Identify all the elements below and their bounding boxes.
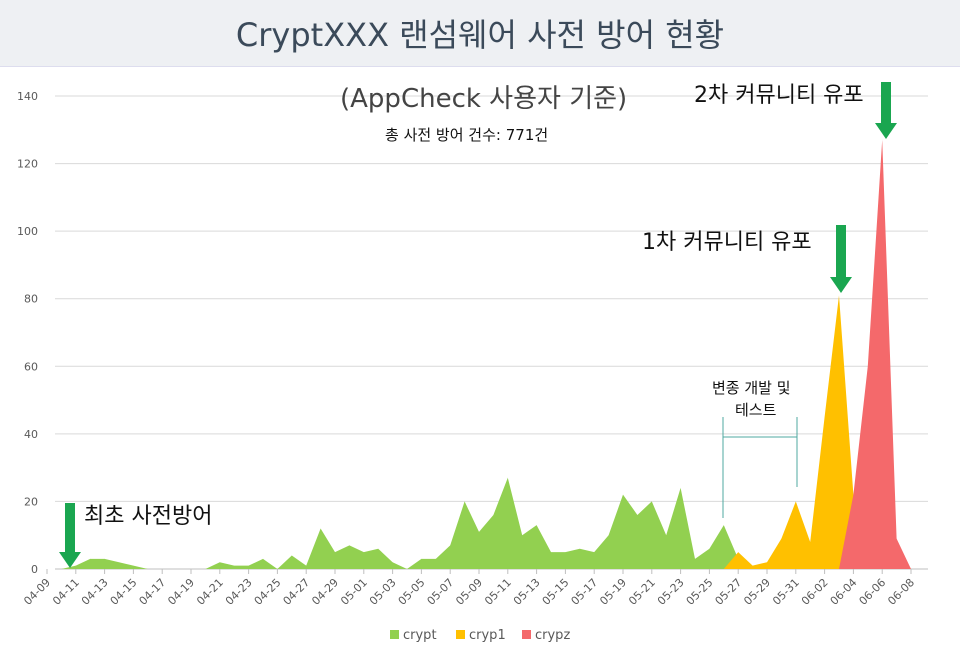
x-tick-label: 04-23 xyxy=(223,576,255,608)
series-area-crypt xyxy=(47,477,926,569)
chart-title: CryptXXX 랜섬웨어 사전 방어 현황 xyxy=(0,0,960,67)
x-tick-label: 04-25 xyxy=(252,576,284,608)
y-tick-label: 0 xyxy=(31,563,38,576)
total-count: 총 사전 방어 건수: 771건 xyxy=(385,126,549,144)
x-tick-label: 05-17 xyxy=(569,576,601,608)
x-tick-label: 05-29 xyxy=(741,576,773,608)
x-tick-label: 05-21 xyxy=(626,576,658,608)
series-area-cryp1 xyxy=(47,295,926,569)
x-tick-label: 05-19 xyxy=(597,576,629,608)
legend-label-cryp1: cryp1 xyxy=(469,628,506,643)
y-tick-label: 140 xyxy=(17,90,38,103)
annotation-community-2: 2차 커뮤니티 유포 xyxy=(694,83,864,108)
x-tick-label: 06-04 xyxy=(828,576,860,608)
y-tick-label: 40 xyxy=(24,428,38,441)
x-tick-label: 04-17 xyxy=(137,576,169,608)
x-tick-label: 04-21 xyxy=(194,576,226,608)
x-tick-label: 05-27 xyxy=(713,576,745,608)
x-tick-label: 06-08 xyxy=(885,576,917,608)
down-arrow-icon xyxy=(830,225,852,293)
annotation-community-1: 1차 커뮤니티 유포 xyxy=(642,230,812,255)
x-tick-label: 05-23 xyxy=(655,576,687,608)
x-tick-label: 04-19 xyxy=(165,576,197,608)
x-tick-label: 05-01 xyxy=(338,576,370,608)
x-tick-label: 04-15 xyxy=(108,576,140,608)
annotation-variant-line2: 테스트 xyxy=(735,401,777,419)
x-tick-label: 04-27 xyxy=(281,576,313,608)
x-tick-label: 04-11 xyxy=(50,576,82,608)
legend-swatch-crypz xyxy=(522,630,531,639)
x-tick-label: 05-15 xyxy=(540,576,572,608)
chart-subtitle: (AppCheck 사용자 기준) xyxy=(340,84,628,114)
down-arrow-icon xyxy=(875,82,897,139)
x-tick-label: 06-02 xyxy=(799,576,831,608)
down-arrow-icon xyxy=(59,503,81,568)
legend-label-crypt: crypt xyxy=(403,628,437,643)
y-tick-label: 100 xyxy=(17,225,38,238)
x-tick-label: 04-09 xyxy=(21,576,53,608)
x-tick-label: 05-25 xyxy=(684,576,716,608)
x-tick-label: 04-29 xyxy=(309,576,341,608)
x-tick-label: 05-13 xyxy=(511,576,543,608)
legend-swatch-crypt xyxy=(390,630,399,639)
x-tick-label: 05-11 xyxy=(482,576,514,608)
legend-swatch-cryp1 xyxy=(456,630,465,639)
x-tick-label: 04-13 xyxy=(79,576,111,608)
x-tick-label: 05-03 xyxy=(367,576,399,608)
y-tick-label: 80 xyxy=(24,293,38,306)
x-tick-label: 05-07 xyxy=(425,576,457,608)
annotation-first-defense: 최초 사전방어 xyxy=(84,504,213,529)
y-tick-label: 20 xyxy=(24,495,38,508)
annotation-variant-line1: 변종 개발 및 xyxy=(712,379,791,397)
y-tick-label: 60 xyxy=(24,360,38,373)
y-tick-label: 120 xyxy=(17,158,38,171)
legend-label-crypz: crypz xyxy=(535,628,570,643)
x-tick-label: 05-09 xyxy=(453,576,485,608)
x-tick-label: 05-31 xyxy=(770,576,802,608)
x-tick-label: 05-05 xyxy=(396,576,428,608)
x-tick-label: 06-06 xyxy=(857,576,889,608)
